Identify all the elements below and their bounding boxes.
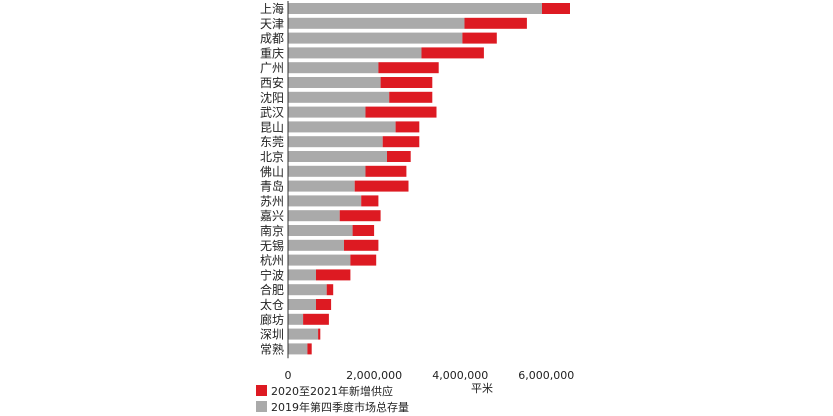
bar-stock-10 xyxy=(288,151,387,162)
bars-layer xyxy=(288,3,570,355)
bar-new-supply-3 xyxy=(421,47,484,59)
bar-stock-22 xyxy=(288,328,319,340)
category-label: 合肥 xyxy=(260,282,284,297)
legend: 2020至2021年新增供应 2019年第四季度市场总存量 xyxy=(256,384,409,414)
category-label: 沈阳 xyxy=(260,90,284,105)
category-label: 重庆 xyxy=(260,46,284,60)
bar-stock-3 xyxy=(288,47,422,59)
bar-new-supply-13 xyxy=(361,195,379,207)
bar-new-supply-17 xyxy=(350,254,377,266)
bar-new-supply-1 xyxy=(464,17,527,29)
bar-stock-6 xyxy=(288,91,390,103)
x-tick-label: 0 xyxy=(285,369,292,382)
bar-new-supply-10 xyxy=(387,151,411,162)
bar-stock-21 xyxy=(288,313,304,325)
bar-new-supply-23 xyxy=(307,343,312,355)
bar-new-supply-8 xyxy=(395,121,420,133)
legend-swatch xyxy=(256,401,267,412)
bar-stock-11 xyxy=(288,165,366,177)
category-label: 嘉兴 xyxy=(260,209,284,223)
category-label: 西安 xyxy=(260,75,284,90)
bar-stock-9 xyxy=(288,136,383,148)
category-label: 青岛 xyxy=(260,179,284,194)
bar-new-supply-22 xyxy=(318,328,321,340)
bar-new-supply-21 xyxy=(303,313,329,325)
bar-stock-14 xyxy=(288,210,340,222)
bar-stock-23 xyxy=(288,343,308,355)
category-label: 太仓 xyxy=(260,297,284,312)
bar-stock-1 xyxy=(288,17,465,29)
x-tick-label: 6,000,000 xyxy=(518,369,574,382)
bar-stock-12 xyxy=(288,180,355,192)
category-label: 天津 xyxy=(260,17,284,31)
bar-stock-7 xyxy=(288,106,366,118)
bar-new-supply-9 xyxy=(382,136,420,148)
bar-new-supply-4 xyxy=(378,62,439,74)
category-label: 杭州 xyxy=(260,253,284,268)
category-label: 武汉 xyxy=(260,106,284,120)
category-label: 无锡 xyxy=(260,238,284,253)
bar-stock-13 xyxy=(288,195,362,207)
category-label: 廊坊 xyxy=(260,312,284,327)
bar-stock-0 xyxy=(288,3,542,14)
bar-stock-16 xyxy=(288,239,344,251)
legend-label: 2020至2021年新增供应 xyxy=(271,384,393,398)
bar-stock-4 xyxy=(288,62,379,74)
bar-new-supply-7 xyxy=(365,106,437,118)
bar-new-supply-6 xyxy=(389,91,433,103)
bar-stock-8 xyxy=(288,121,396,133)
bar-new-supply-2 xyxy=(462,32,497,44)
bar-new-supply-5 xyxy=(380,77,433,88)
category-label: 南京 xyxy=(260,223,284,238)
category-label: 成都 xyxy=(260,32,284,46)
bar-stock-20 xyxy=(288,299,316,310)
x-tick-label: 4,000,000 xyxy=(432,369,488,382)
legend-swatch xyxy=(256,385,267,396)
category-label: 昆山 xyxy=(260,120,284,134)
bar-new-supply-14 xyxy=(339,210,381,222)
bar-new-supply-15 xyxy=(352,225,375,236)
x-axis-ticks: 0 2,000,000 4,000,000 6,000,000 xyxy=(285,369,575,382)
legend-label: 2019年第四季度市场总存量 xyxy=(271,400,409,414)
category-label: 深圳 xyxy=(260,328,284,342)
bar-new-supply-12 xyxy=(354,180,409,192)
category-label: 北京 xyxy=(260,150,284,164)
bar-new-supply-16 xyxy=(344,239,379,251)
bar-new-supply-19 xyxy=(326,284,334,296)
x-tick-label: 2,000,000 xyxy=(346,369,402,382)
category-label: 佛山 xyxy=(260,165,284,179)
bar-stock-2 xyxy=(288,32,463,44)
category-label: 广州 xyxy=(260,61,284,75)
category-label: 苏州 xyxy=(260,194,284,208)
bar-new-supply-11 xyxy=(365,165,407,177)
bar-stock-5 xyxy=(288,77,381,88)
bar-stock-18 xyxy=(288,269,316,281)
bar-new-supply-20 xyxy=(316,299,332,310)
bar-stock-15 xyxy=(288,225,353,236)
bar-stock-17 xyxy=(288,254,351,266)
x-axis-title: 平米 xyxy=(471,382,493,395)
category-label: 东莞 xyxy=(260,135,284,149)
bar-new-supply-18 xyxy=(316,269,351,281)
bar-new-supply-0 xyxy=(542,3,570,14)
bar-stock-19 xyxy=(288,284,327,296)
category-label: 上海 xyxy=(260,1,284,16)
category-label: 常熟 xyxy=(260,341,284,356)
category-labels: 上海天津成都重庆广州西安沈阳武汉昆山东莞北京佛山青岛苏州嘉兴南京无锡杭州宁波合肥… xyxy=(260,1,284,356)
category-label: 宁波 xyxy=(260,267,284,282)
